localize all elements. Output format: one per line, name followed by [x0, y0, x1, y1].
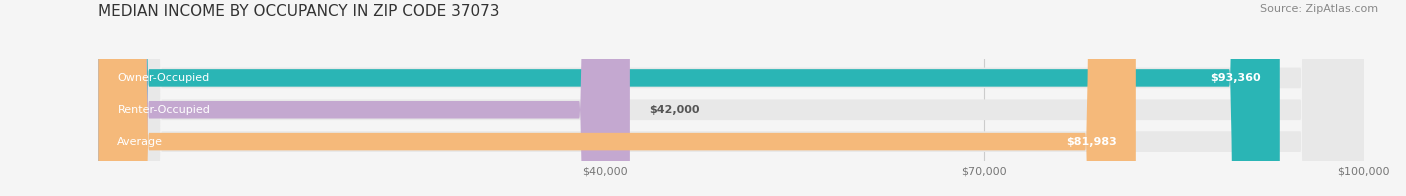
Text: Renter-Occupied: Renter-Occupied	[118, 105, 211, 115]
FancyBboxPatch shape	[98, 0, 1364, 196]
Text: Average: Average	[118, 137, 163, 147]
Text: $42,000: $42,000	[650, 105, 699, 115]
FancyBboxPatch shape	[98, 0, 630, 196]
FancyBboxPatch shape	[98, 0, 1364, 196]
Text: $93,360: $93,360	[1211, 73, 1261, 83]
Text: Owner-Occupied: Owner-Occupied	[118, 73, 209, 83]
FancyBboxPatch shape	[98, 0, 1364, 196]
Text: Source: ZipAtlas.com: Source: ZipAtlas.com	[1260, 4, 1378, 14]
FancyBboxPatch shape	[98, 0, 1136, 196]
Text: MEDIAN INCOME BY OCCUPANCY IN ZIP CODE 37073: MEDIAN INCOME BY OCCUPANCY IN ZIP CODE 3…	[98, 4, 501, 19]
FancyBboxPatch shape	[98, 0, 1279, 196]
Text: $81,983: $81,983	[1066, 137, 1116, 147]
